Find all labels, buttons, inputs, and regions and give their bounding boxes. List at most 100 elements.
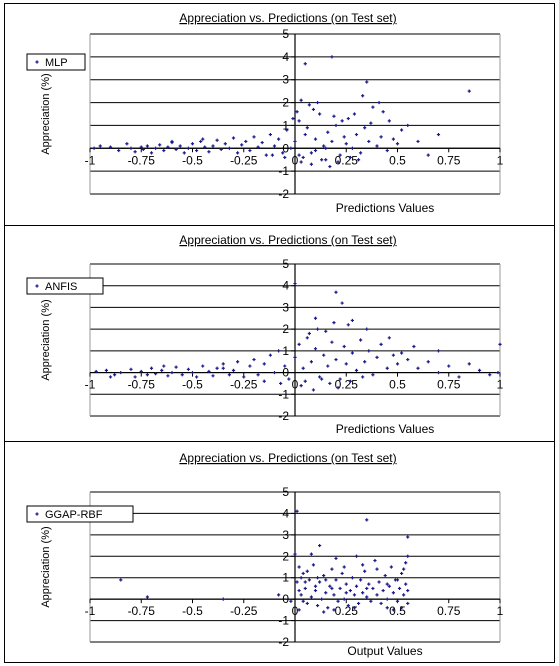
data-point (133, 375, 137, 379)
x-tick-label: -0.75 (128, 378, 156, 392)
data-point (297, 588, 301, 593)
data-point (330, 340, 334, 344)
data-point (350, 318, 354, 323)
data-point (195, 375, 199, 379)
data-point (406, 601, 410, 606)
data-point (391, 591, 395, 595)
chart-title: Appreciation vs. Predictions (on Test se… (179, 451, 396, 465)
data-point (377, 580, 381, 584)
data-point (219, 147, 223, 152)
data-point (467, 89, 471, 93)
data-point (379, 342, 383, 346)
data-point (387, 336, 391, 340)
data-point (92, 146, 96, 150)
data-point (154, 372, 158, 376)
data-point (436, 349, 441, 353)
data-point (332, 608, 336, 612)
data-point (324, 146, 328, 150)
data-point (340, 119, 344, 123)
data-point (160, 368, 164, 372)
data-point (305, 569, 309, 573)
data-point (354, 554, 359, 558)
x-tick-label: -0.5 (182, 604, 203, 618)
data-point (285, 128, 289, 132)
y-tick-label: 4 (282, 50, 289, 64)
data-point (295, 509, 299, 513)
data-point (199, 139, 203, 144)
data-point (342, 565, 346, 569)
y-tick-label: 1 (282, 571, 289, 585)
data-point (457, 375, 461, 379)
data-point (404, 561, 408, 565)
y-tick-label: -2 (278, 635, 289, 649)
data-point (203, 145, 207, 149)
data-point (299, 576, 303, 580)
chart-mlp: Appreciation vs. Predictions (on Test se… (26, 11, 504, 215)
data-point (387, 119, 391, 123)
x-tick-label: 0.75 (437, 153, 461, 167)
chart-title: Appreciation vs. Predictions (on Test se… (179, 233, 396, 247)
data-point (170, 370, 174, 375)
data-point (117, 148, 121, 153)
data-point (272, 370, 277, 375)
data-point (303, 586, 307, 591)
y-tick-label: 2 (282, 322, 289, 336)
data-point (231, 136, 236, 140)
data-point (334, 290, 338, 294)
data-point (252, 357, 256, 362)
data-point (227, 373, 231, 377)
data-point (297, 608, 301, 612)
y-axis-label: Appreciation (%) (40, 526, 52, 607)
data-point (387, 584, 391, 588)
data-point (94, 369, 98, 374)
data-point (309, 162, 313, 166)
data-point (363, 360, 367, 364)
data-point (297, 153, 301, 157)
data-point (305, 336, 309, 340)
data-point (252, 135, 256, 139)
y-tick-label: -1 (278, 387, 289, 401)
y-tick-label: -2 (278, 409, 289, 423)
x-tick-label: -0.75 (128, 153, 156, 167)
data-point (125, 142, 129, 146)
data-point (301, 155, 305, 160)
data-point (496, 370, 500, 375)
data-point (342, 135, 346, 139)
data-point (391, 353, 395, 357)
data-point (346, 603, 350, 608)
y-tick-label: 3 (282, 300, 289, 314)
data-point (359, 151, 363, 155)
data-point (447, 364, 451, 368)
data-point (365, 80, 369, 84)
data-point (426, 360, 430, 364)
x-tick-label: 0 (292, 378, 299, 392)
data-point (289, 599, 293, 603)
data-point (406, 588, 410, 593)
data-point (361, 563, 365, 567)
data-point (299, 384, 303, 388)
data-point (328, 381, 332, 386)
x-tick-label: -0.25 (230, 153, 258, 167)
data-point (170, 139, 174, 144)
y-axis-label: Appreciation (%) (40, 73, 52, 154)
chart-panel-anfis: Appreciation vs. Predictions (on Test se… (5, 225, 554, 441)
data-point (311, 388, 316, 392)
data-point (299, 98, 303, 102)
data-point (240, 143, 244, 147)
data-point (320, 158, 324, 162)
data-point (301, 599, 305, 603)
data-point (395, 578, 400, 582)
data-point (277, 593, 281, 597)
data-point (318, 580, 322, 584)
x-tick-label: -0.5 (182, 153, 203, 167)
data-point (330, 586, 334, 591)
data-point (334, 556, 338, 561)
data-point (352, 593, 357, 597)
data-point (166, 145, 170, 149)
data-point (371, 373, 375, 377)
data-point (287, 377, 291, 381)
data-point (311, 107, 316, 112)
data-point (334, 357, 338, 362)
data-point (313, 584, 318, 588)
data-point (330, 139, 334, 144)
